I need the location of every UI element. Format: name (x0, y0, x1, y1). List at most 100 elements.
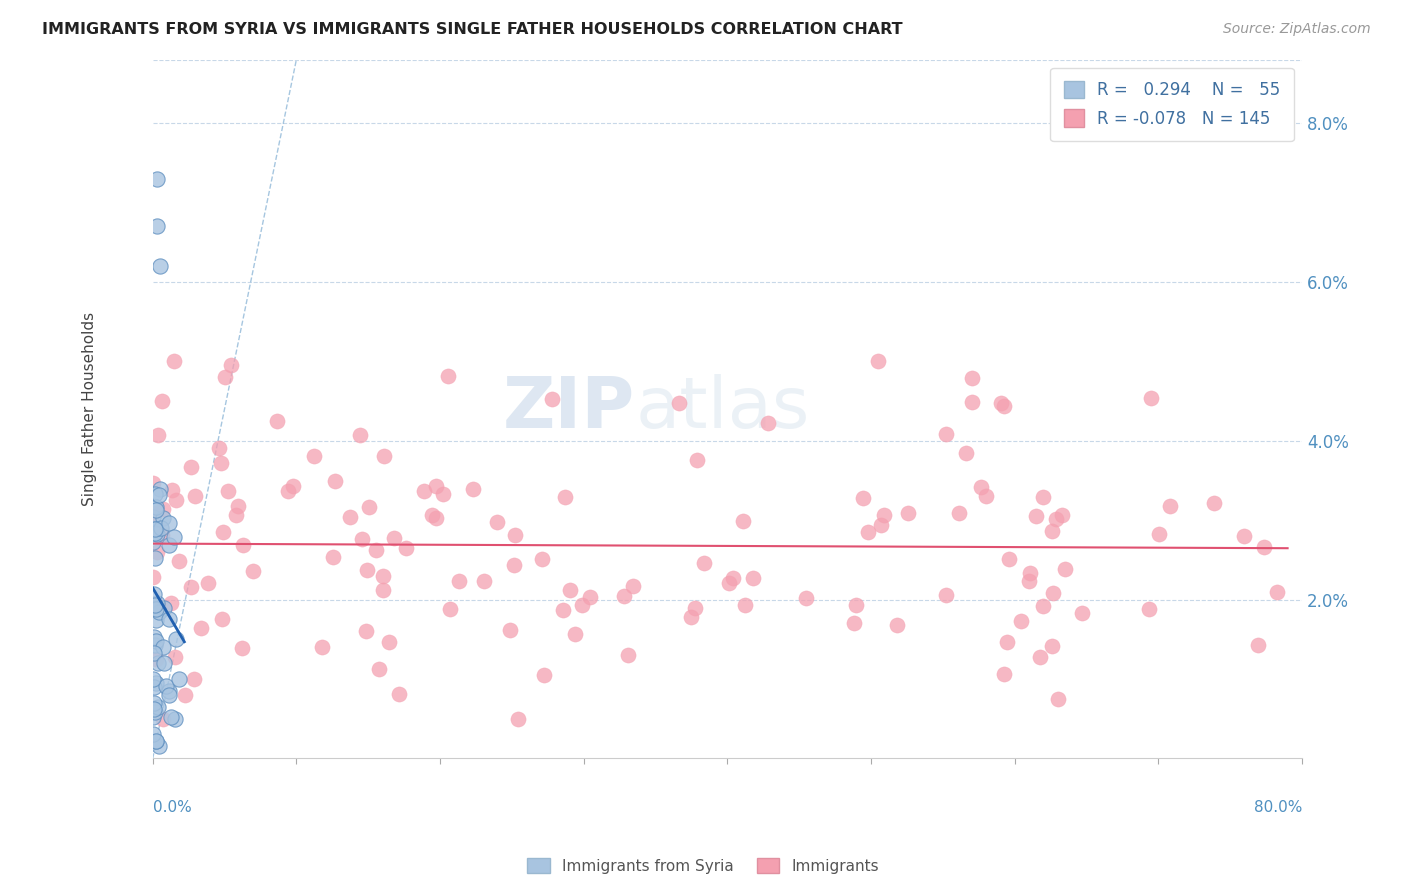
Point (856, 524, 879, 539)
Point (142, 727, 165, 741)
Point (1040, 639, 1063, 653)
Point (686, 452, 709, 467)
Point (432, 487, 454, 501)
Point (692, 556, 714, 570)
Point (425, 479, 447, 493)
Point (143, 522, 166, 536)
Point (734, 598, 756, 612)
Point (373, 449, 395, 463)
Point (145, 652, 167, 666)
Point (1010, 614, 1032, 628)
Point (142, 509, 165, 524)
Point (145, 503, 167, 517)
Point (142, 681, 165, 695)
Point (378, 635, 401, 649)
Point (152, 640, 174, 654)
Point (153, 601, 176, 615)
Point (741, 571, 763, 585)
Point (277, 484, 299, 499)
Point (1265, 585, 1288, 599)
Point (146, 656, 169, 670)
Point (371, 569, 394, 583)
Point (993, 667, 1015, 681)
Point (302, 449, 325, 463)
Point (146, 527, 169, 541)
Point (868, 354, 890, 368)
Point (354, 624, 377, 639)
Point (845, 598, 868, 612)
Point (242, 564, 264, 578)
Point (960, 371, 983, 385)
Point (146, 219, 169, 234)
Point (998, 552, 1021, 566)
Point (357, 500, 380, 515)
Point (145, 596, 167, 610)
Point (558, 582, 581, 597)
Point (993, 399, 1015, 413)
Point (886, 618, 908, 632)
Text: 80.0%: 80.0% (1254, 800, 1302, 815)
Point (148, 739, 170, 754)
Point (209, 457, 232, 471)
Point (266, 414, 288, 428)
Point (990, 396, 1012, 410)
Point (897, 506, 920, 520)
Text: 0.0%: 0.0% (153, 800, 191, 815)
Point (1040, 524, 1063, 539)
Point (439, 602, 461, 616)
Text: Single Father Households: Single Father Households (82, 312, 97, 506)
Point (232, 538, 254, 552)
Point (367, 662, 389, 676)
Point (146, 599, 169, 613)
Point (211, 612, 233, 626)
Point (142, 506, 165, 520)
Point (142, 535, 165, 549)
Point (145, 734, 167, 748)
Text: IMMIGRANTS FROM SYRIA VS IMMIGRANTS SINGLE FATHER HOUSEHOLDS CORRELATION CHART: IMMIGRANTS FROM SYRIA VS IMMIGRANTS SING… (42, 22, 903, 37)
Text: Source: ZipAtlas.com: Source: ZipAtlas.com (1223, 22, 1371, 37)
Point (541, 392, 564, 406)
Point (1042, 586, 1064, 600)
Point (349, 428, 371, 442)
Point (617, 648, 640, 663)
Point (148, 700, 170, 714)
Point (214, 370, 236, 384)
Point (142, 630, 165, 644)
Point (165, 712, 187, 726)
Point (955, 445, 977, 459)
Point (146, 428, 169, 442)
Point (142, 672, 165, 686)
Point (143, 702, 166, 716)
Point (311, 640, 333, 655)
Point (461, 482, 484, 496)
Point (145, 634, 167, 648)
Point (935, 588, 957, 602)
Point (142, 587, 165, 601)
Point (356, 563, 378, 577)
Point (212, 525, 235, 540)
Point (217, 483, 239, 498)
Point (225, 508, 247, 522)
Legend: Immigrants from Syria, Immigrants: Immigrants from Syria, Immigrants (520, 852, 886, 880)
Point (717, 575, 740, 590)
Point (447, 574, 470, 588)
Point (169, 554, 191, 568)
Point (373, 582, 395, 597)
Point (503, 528, 526, 542)
Point (1159, 500, 1181, 514)
Point (146, 599, 169, 613)
Point (437, 369, 460, 384)
Legend: R =   0.294    N =   55, R = -0.078   N = 145: R = 0.294 N = 55, R = -0.078 N = 145 (1050, 68, 1294, 141)
Point (948, 506, 970, 520)
Point (1019, 566, 1042, 580)
Point (571, 598, 593, 612)
Point (873, 508, 896, 522)
Point (145, 500, 167, 515)
Point (388, 687, 411, 701)
Point (1047, 692, 1070, 706)
Point (142, 597, 165, 611)
Point (422, 508, 444, 522)
Point (143, 550, 166, 565)
Text: atlas: atlas (636, 375, 810, 443)
Point (364, 543, 387, 558)
